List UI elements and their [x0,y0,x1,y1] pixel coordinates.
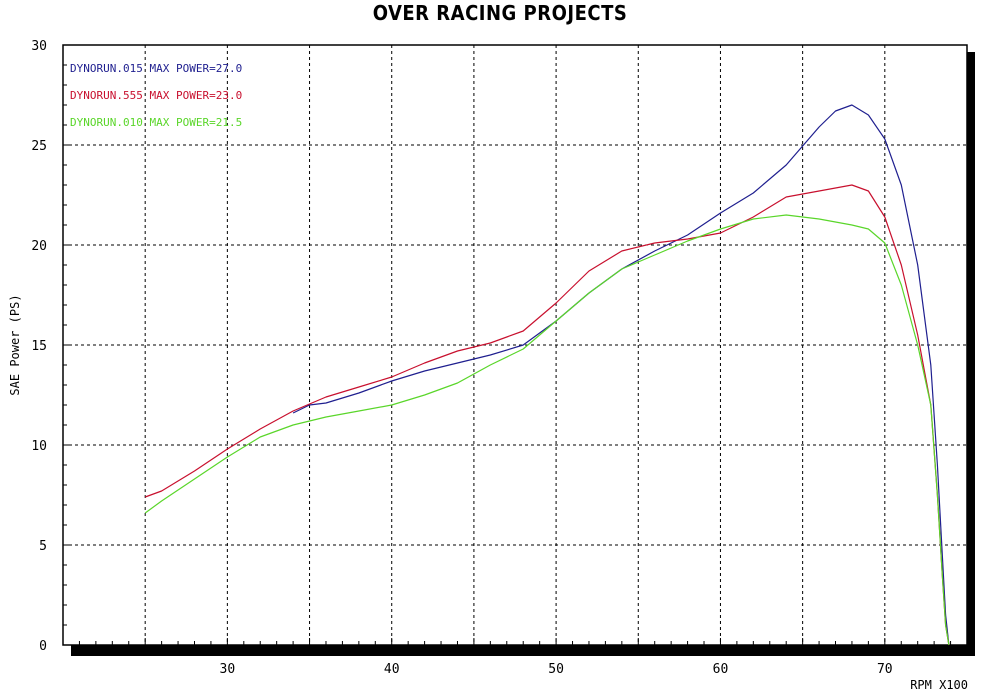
chart-title: OVER RACING PROJECTS [372,1,628,25]
x-tick-labels: 30 40 50 60 70 [220,662,893,677]
legend-entry-dynorun-015: DYNORUN.015 MAX POWER=27.0 [70,62,242,75]
y-tick-labels: 0 5 10 15 20 25 30 [31,39,47,654]
x-tick-label: 60 [713,662,729,677]
legend-entry-dynorun-555: DYNORUN.555 MAX POWER=23.0 [70,89,242,102]
x-tick-label: 40 [384,662,400,677]
x-tick-label: 70 [877,662,893,677]
series-lines [144,104,950,646]
y-axis-label: SAE Power (PS) [8,294,22,395]
y-tick-label: 25 [31,139,47,154]
y-tick-label: 30 [31,39,47,54]
x-tick-label: 30 [220,662,236,677]
minor-ticks [62,44,968,646]
series-line-dynorun-555 [144,184,950,646]
x-axis-label: RPM X100 [910,678,968,692]
y-tick-label: 5 [39,539,47,554]
y-tick-label: 15 [31,339,47,354]
y-tick-label: 10 [31,439,47,454]
series-line-dynorun-010 [144,214,950,646]
grid [63,45,967,645]
series-line-dynorun-015 [292,104,950,646]
x-tick-label: 50 [548,662,564,677]
y-tick-label: 20 [31,239,47,254]
legend: DYNORUN.015 MAX POWER=27.0 DYNORUN.555 MA… [70,62,242,129]
legend-entry-dynorun-010: DYNORUN.010 MAX POWER=21.5 [70,116,242,129]
y-tick-label: 0 [39,639,47,654]
